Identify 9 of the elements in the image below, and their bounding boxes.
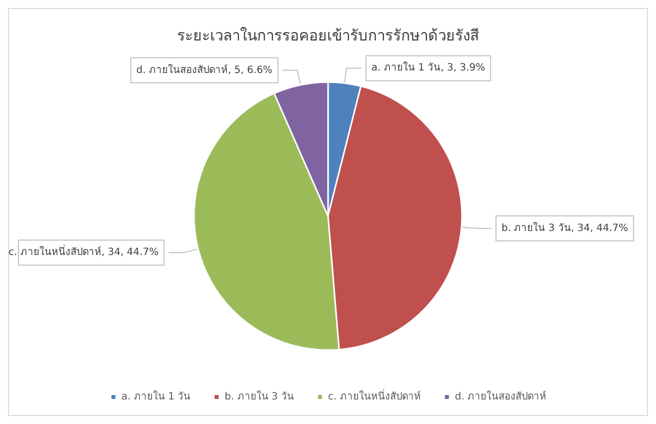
- legend-label: b. ภายใน 3 วัน: [224, 390, 294, 402]
- chart-title: ระยะเวลาในการรอคอยเข้ารับการรักษาด้วยรังสี: [177, 26, 479, 44]
- data-label: a. ภายใน 1 วัน, 3, 3.9%: [371, 62, 486, 74]
- data-label: b. ภายใน 3 วัน, 34, 44.7%: [501, 222, 628, 234]
- legend-label: a. ภายใน 1 วัน: [121, 390, 191, 402]
- legend-label: c. ภายในหนึ่งสัปดาห์: [328, 388, 421, 402]
- data-label: c. ภายในหนึ่งสัปดาห์, 34, 44.7%: [8, 244, 159, 258]
- legend-label: d. ภายในสองสัปดาห์: [454, 390, 547, 402]
- data-label: d. ภายในสองสัปดาห์, 5, 6.6%: [136, 64, 272, 76]
